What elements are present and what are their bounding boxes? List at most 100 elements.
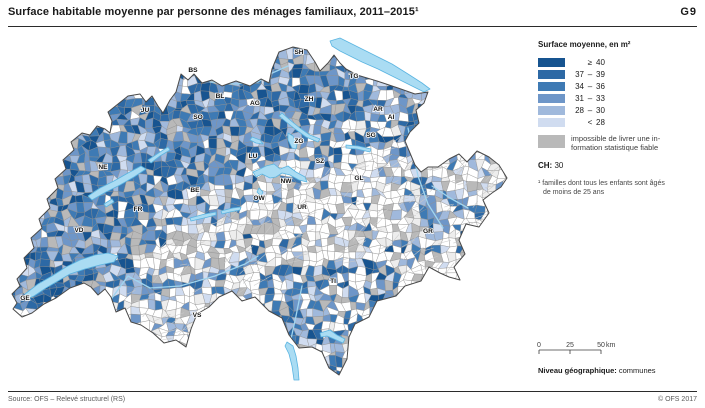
legend-class-label: – — [587, 93, 593, 103]
geographic-level-label: Niveau géographique: — [538, 366, 617, 375]
hillshade-line — [252, 220, 271, 230]
commune-cell — [215, 231, 226, 242]
legend-class-label: ≥ — [587, 57, 593, 67]
hillshade-line — [390, 156, 407, 168]
legend-class-label: – — [587, 81, 593, 91]
commune-cell — [314, 62, 320, 72]
hillshade-line — [161, 240, 177, 250]
hillshade-line — [456, 160, 466, 171]
commune-cell — [18, 243, 31, 254]
canton-label-ne: NE — [98, 164, 108, 171]
footnote-line1: ¹ familles dont tous les enfants sont âg… — [538, 180, 665, 187]
hillshade-line — [273, 187, 287, 197]
footnote-line2: de moins de 25 ans — [543, 189, 605, 197]
commune-cell — [486, 205, 496, 211]
hillshade-line — [389, 163, 401, 179]
legend-class-swatch — [538, 81, 565, 91]
hillshade-line — [457, 182, 464, 185]
river-line — [111, 255, 259, 299]
commune-cell — [186, 100, 196, 105]
hillshade-line — [258, 213, 271, 223]
commune-cell — [364, 161, 374, 171]
hillshade-line — [295, 216, 310, 225]
legend-class-swatch — [538, 93, 565, 103]
lake — [329, 37, 431, 93]
hillshade-line — [382, 146, 398, 152]
hillshade-line — [398, 200, 406, 206]
hillshade-line — [343, 188, 352, 198]
legend-class-row: 37–39 — [538, 68, 702, 80]
hillshade-line — [148, 291, 162, 297]
commune-cell — [172, 110, 181, 120]
hillshade-line — [404, 164, 409, 171]
hillshade-line — [408, 192, 415, 196]
hillshade-line — [153, 274, 159, 282]
scale-bar-line — [538, 349, 602, 354]
hillshade-line — [401, 197, 409, 201]
commune-cell — [12, 315, 21, 326]
commune-cell — [39, 236, 49, 248]
hillshade-line — [484, 185, 494, 189]
hillshade-line — [165, 312, 185, 320]
hillshade-line — [180, 263, 188, 266]
lake — [103, 198, 115, 208]
commune-cell — [355, 111, 366, 122]
hillshade-line — [300, 212, 317, 218]
lake — [319, 329, 346, 344]
hillshade-line — [253, 275, 272, 286]
map-scale-bar: 0 25 50 km — [537, 342, 616, 354]
commune-cell — [369, 313, 380, 326]
legend-class-label: 28 — [575, 105, 584, 115]
hillshade-line — [290, 234, 305, 240]
hillshade-line — [353, 227, 364, 239]
hillshade-line — [196, 241, 205, 244]
legend-class-row: 28–30 — [538, 104, 702, 116]
hillshade-line — [381, 154, 393, 162]
hillshade-line — [376, 168, 383, 175]
hillshade-line — [456, 165, 467, 174]
canton-label-bs: BS — [188, 67, 198, 74]
hillshade-line — [167, 337, 174, 341]
national-average: CH: 30 — [538, 161, 702, 170]
hillshade-line — [415, 195, 430, 206]
commune-cell — [120, 90, 127, 101]
commune-cell — [398, 146, 407, 158]
canton-label-ur: UR — [297, 204, 307, 211]
hillshade-line — [162, 337, 172, 341]
legend-class-label: 34 — [575, 81, 584, 91]
hillshade-line — [239, 219, 254, 228]
hillshade-line — [297, 228, 314, 236]
hillshade-line — [409, 191, 426, 203]
legend-class-label: 30 — [596, 105, 605, 115]
hillshade-line — [462, 181, 469, 188]
hillshade-line — [171, 315, 182, 325]
hillshade-line — [414, 247, 424, 256]
hillshade-line — [423, 247, 434, 252]
canton-label-ju: JU — [141, 107, 150, 114]
hillshade-line — [279, 243, 297, 255]
commune-cell — [384, 279, 394, 291]
hillshade-line — [145, 252, 157, 257]
commune-cell — [271, 315, 283, 325]
hillshade-line — [159, 329, 178, 334]
lake — [252, 163, 308, 183]
commune-cell — [200, 82, 211, 92]
hillshade-line — [375, 208, 389, 218]
commune-cell — [144, 334, 158, 346]
hillshade-line — [209, 220, 223, 225]
lake — [249, 136, 264, 145]
river-line — [431, 185, 469, 209]
legend-nodata-row: impossible de livrer une in- formation s… — [538, 134, 702, 152]
hillshade-line — [392, 136, 402, 144]
hillshade-line — [173, 326, 192, 334]
hillshade-line — [224, 252, 235, 264]
lake — [189, 211, 217, 222]
hillshade-line — [372, 221, 378, 226]
hillshade-line — [358, 157, 377, 166]
legend-class-swatch — [538, 69, 565, 79]
hillshade-line — [192, 286, 205, 294]
hillshade-line — [239, 266, 248, 275]
lake — [287, 132, 298, 150]
legend-class-swatch — [538, 117, 565, 127]
